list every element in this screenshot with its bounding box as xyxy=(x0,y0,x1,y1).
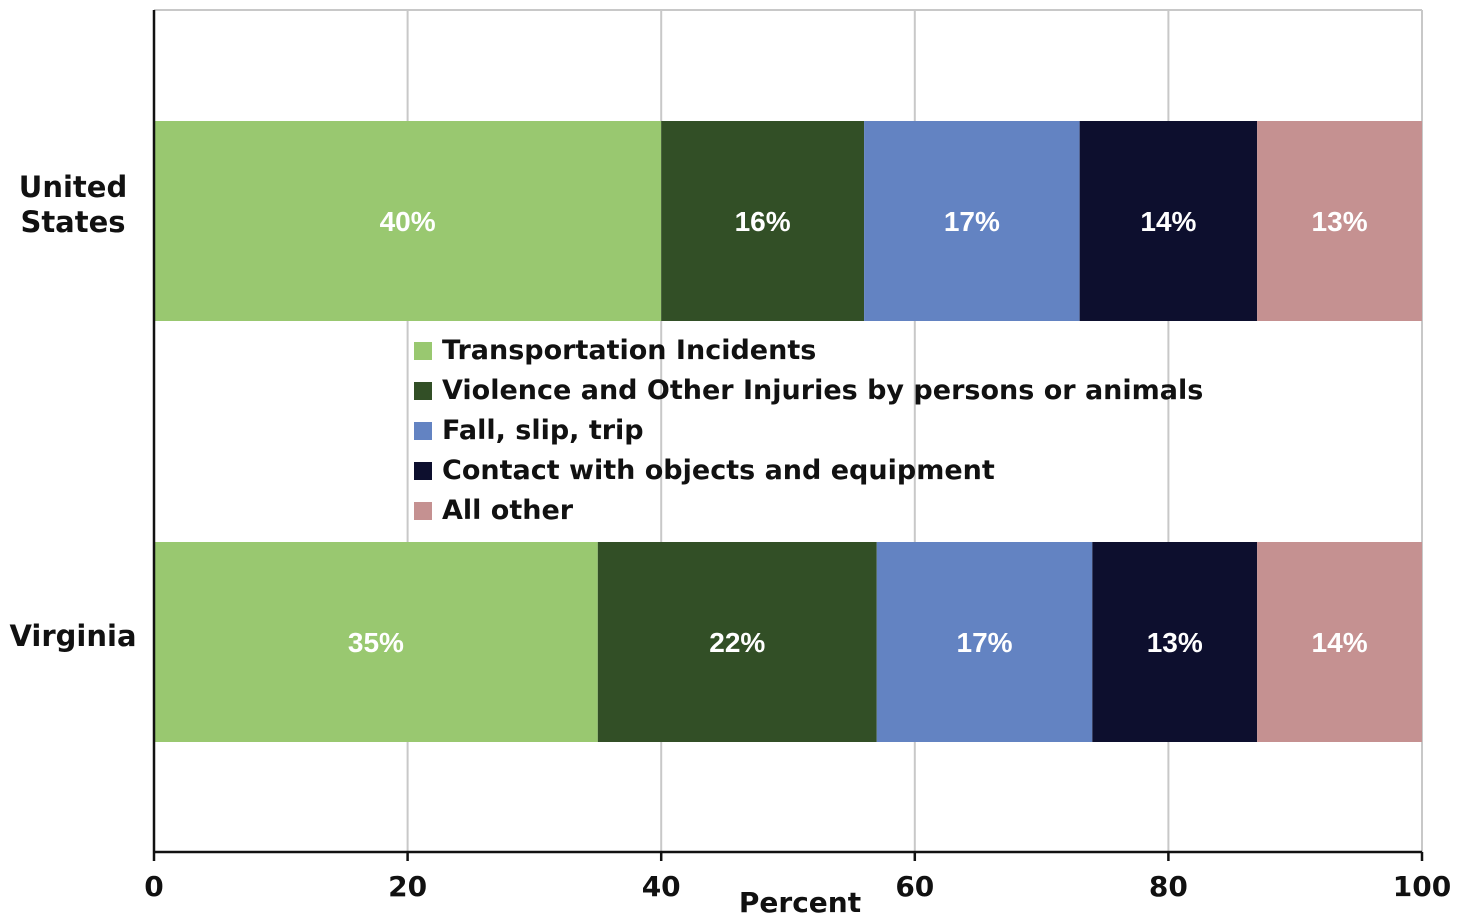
legend-label-3: Fall, slip, trip xyxy=(442,415,644,446)
data-label-1-1: 40% xyxy=(380,206,436,237)
x-tick-label-40: 40 xyxy=(642,870,681,903)
data-label-2-5: 14% xyxy=(1312,627,1368,658)
data-label-1-4: 14% xyxy=(1140,206,1196,237)
legend-swatch-4 xyxy=(414,462,432,480)
legend-label-5: All other xyxy=(442,495,574,526)
bar-segment-2-1 xyxy=(154,542,598,742)
x-tick-label-80: 80 xyxy=(1149,870,1188,903)
bar-segment-1-2 xyxy=(661,121,865,321)
bar-segment-2-2 xyxy=(597,542,877,742)
legend-swatch-3 xyxy=(414,422,432,440)
category-label-1: United States xyxy=(19,170,127,239)
legend-swatch-5 xyxy=(414,502,432,520)
bars: 40% 16% 17% 14% 13% 35% 22% 17% 13% 14% xyxy=(154,121,1422,742)
bar-segment-1-1 xyxy=(154,121,662,321)
axes: United States Virginia 0 20 40 60 80 100 Percent xyxy=(9,10,1451,915)
bar-segment-1-3 xyxy=(864,121,1080,321)
bar-segment-2-5 xyxy=(1257,542,1422,742)
data-label-1-3: 17% xyxy=(944,206,1000,237)
category-label-2: Virginia xyxy=(9,619,136,653)
legend-swatch-2 xyxy=(414,382,432,400)
x-tick-label-100: 100 xyxy=(1393,870,1451,903)
x-axis-title: Percent xyxy=(739,886,861,915)
x-tick-label-0: 0 xyxy=(144,870,163,903)
bar-segment-2-3 xyxy=(876,542,1093,742)
bar-segment-2-4 xyxy=(1092,542,1258,742)
x-tick-label-60: 60 xyxy=(895,870,934,903)
bar-segment-1-5 xyxy=(1257,121,1422,321)
data-label-1-2: 16% xyxy=(735,206,791,237)
legend-label-1: Transportation Incidents xyxy=(442,335,816,366)
data-label-2-4: 13% xyxy=(1147,627,1203,658)
legend: Transportation Incidents Violence and Oth… xyxy=(414,335,1203,526)
x-tick-label-20: 20 xyxy=(388,870,427,903)
data-label-1-5: 13% xyxy=(1312,206,1368,237)
data-label-2-3: 17% xyxy=(957,627,1013,658)
data-label-2-1: 35% xyxy=(348,627,404,658)
legend-label-2: Violence and Other Injuries by persons o… xyxy=(442,375,1203,406)
legend-swatch-1 xyxy=(414,342,432,360)
bar-segment-1-4 xyxy=(1079,121,1258,321)
legend-label-4: Contact with objects and equipment xyxy=(442,455,995,486)
data-label-2-2: 22% xyxy=(709,627,765,658)
